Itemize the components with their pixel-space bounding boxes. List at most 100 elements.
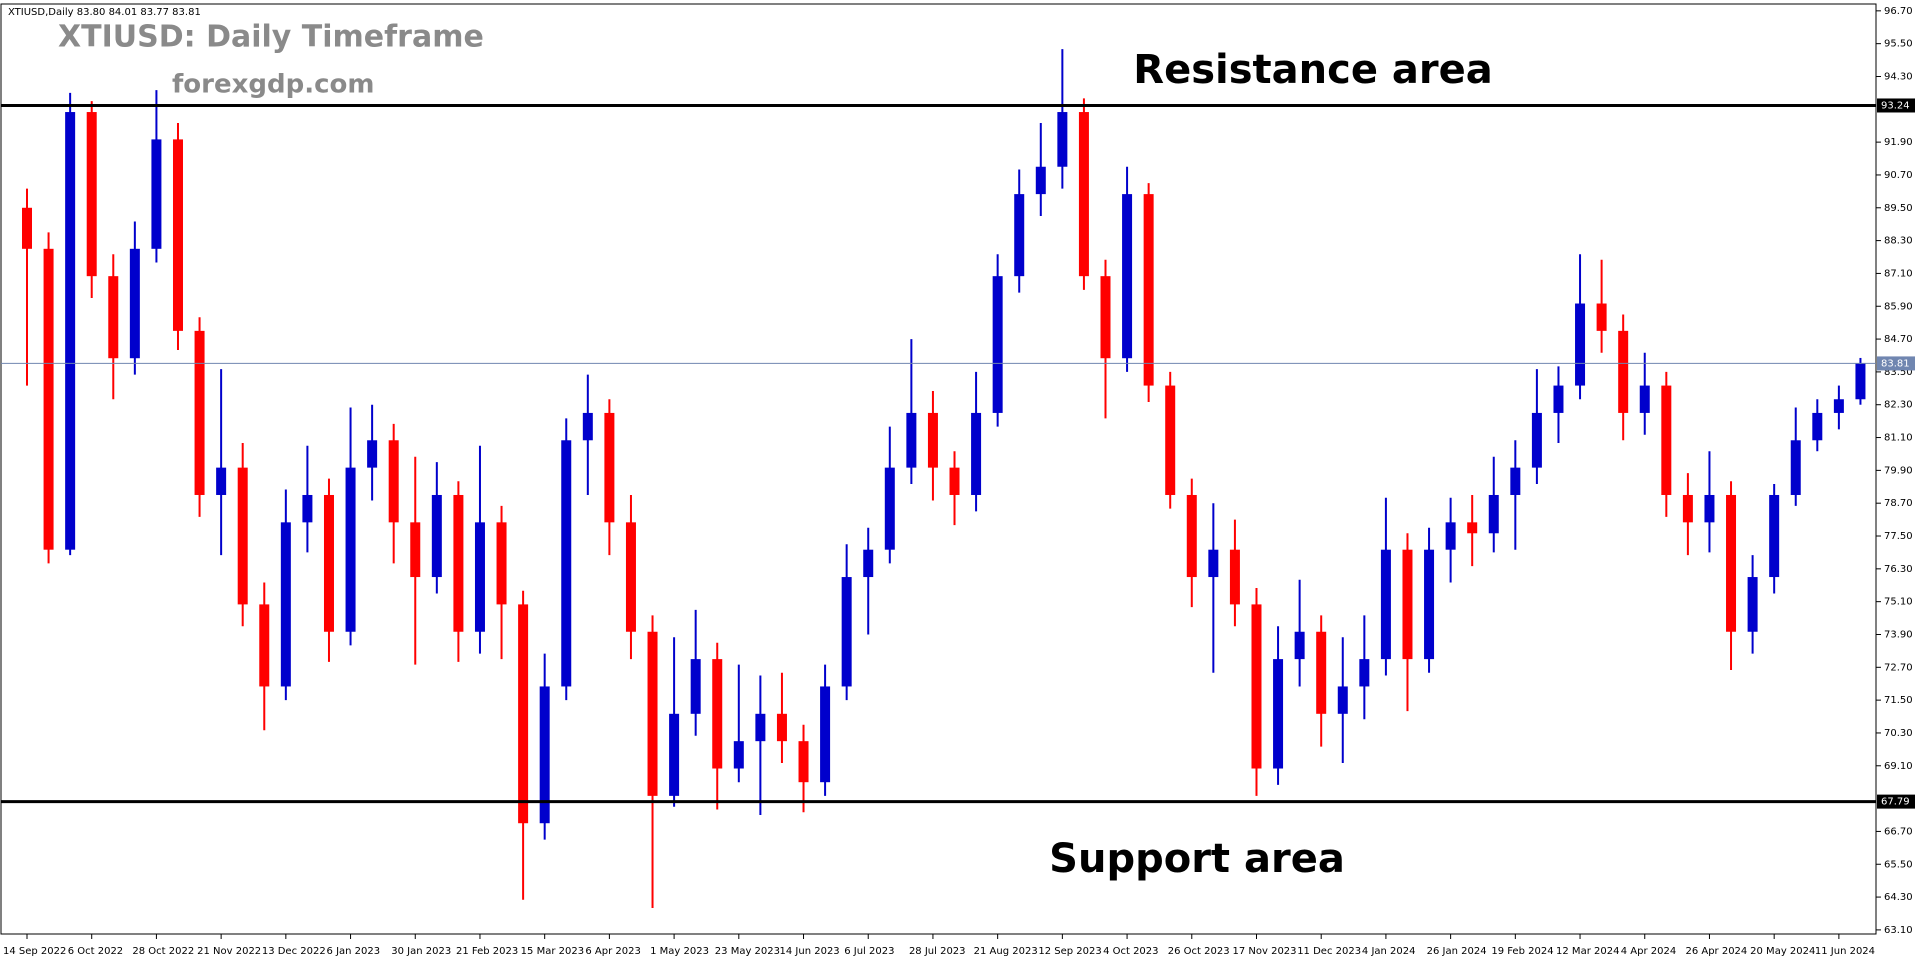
level-label-box — [1877, 356, 1915, 371]
candle-body — [539, 686, 550, 824]
candle-body — [1553, 385, 1564, 413]
candle-body — [1273, 659, 1284, 769]
candle-body — [345, 467, 356, 632]
candle-body — [1100, 276, 1111, 359]
candle-body — [992, 276, 1003, 413]
candle-body — [1402, 549, 1413, 660]
x-tick-label: 26 Oct 2023 — [1168, 946, 1230, 957]
candle-body — [1229, 549, 1240, 605]
x-tick-label: 15 Mar 2023 — [521, 946, 584, 957]
annotation: Support area — [1049, 836, 1345, 882]
candle-body — [1251, 604, 1262, 769]
x-tick-label: 6 Jan 2023 — [327, 946, 381, 957]
candle-body — [971, 412, 982, 495]
candle-body — [1035, 166, 1046, 195]
y-tick-label: 91.90 — [1884, 137, 1913, 148]
candle-body — [647, 631, 658, 796]
candle-body — [22, 207, 32, 249]
candle-body — [474, 522, 485, 632]
candle-body — [1812, 412, 1823, 441]
candle-body — [518, 604, 529, 824]
candle-body — [1208, 549, 1219, 578]
candle-body — [733, 741, 744, 769]
candle-body — [1078, 112, 1089, 277]
y-tick-label: 70.30 — [1884, 728, 1913, 739]
x-tick-label: 4 Jan 2024 — [1362, 946, 1416, 957]
x-tick-label: 20 May 2024 — [1750, 946, 1815, 957]
candle-body — [1294, 631, 1305, 660]
candle-body — [755, 713, 766, 742]
candle-body — [712, 659, 723, 769]
candle-body — [496, 522, 507, 605]
candle-body — [604, 412, 615, 523]
x-tick-label: 28 Oct 2022 — [132, 946, 194, 957]
candle-body — [1769, 494, 1780, 578]
y-tick-label: 81.10 — [1884, 433, 1913, 444]
candle-body — [1618, 330, 1629, 413]
annotation: Resistance area — [1133, 47, 1492, 93]
y-tick-label: 69.10 — [1884, 761, 1913, 772]
y-tick-label: 65.50 — [1884, 859, 1913, 870]
x-tick-label: 13 Dec 2022 — [262, 946, 326, 957]
x-tick-label: 28 Jul 2023 — [909, 946, 966, 957]
y-tick-label: 79.90 — [1884, 465, 1913, 476]
candle-body — [43, 248, 54, 550]
candle-body — [820, 686, 831, 783]
y-tick-label: 73.90 — [1884, 629, 1913, 640]
candle-body — [1726, 494, 1737, 632]
candle-body — [863, 549, 874, 578]
y-tick-label: 95.50 — [1884, 39, 1913, 50]
level-label: 93.24 — [1881, 100, 1910, 111]
y-tick-label: 94.30 — [1884, 71, 1913, 82]
candle-body — [669, 713, 680, 796]
x-tick-label: 6 Oct 2022 — [68, 946, 123, 957]
candle-body — [1445, 522, 1456, 550]
candle-body — [1186, 494, 1197, 578]
candle-body — [1596, 303, 1607, 331]
candle-body — [690, 659, 701, 714]
y-tick-label: 90.70 — [1884, 170, 1913, 181]
x-tick-label: 21 Feb 2023 — [456, 946, 518, 957]
y-tick-label: 75.10 — [1884, 597, 1913, 608]
x-tick-label: 14 Sep 2022 — [3, 946, 66, 957]
candle-body — [625, 522, 636, 632]
x-tick-label: 21 Nov 2022 — [197, 946, 261, 957]
x-tick-label: 21 Aug 2023 — [974, 946, 1038, 957]
candle-body — [1014, 194, 1025, 277]
level-label-box — [1877, 794, 1915, 809]
candle-body — [884, 467, 895, 550]
candle-body — [1165, 385, 1176, 495]
x-tick-label: 12 Mar 2024 — [1556, 946, 1619, 957]
y-tick-label: 83.50 — [1884, 367, 1913, 378]
candle-body — [453, 494, 464, 632]
candle-body — [1057, 112, 1068, 167]
candle-body — [410, 522, 421, 578]
candle-body — [906, 412, 917, 468]
candle-body — [927, 412, 938, 468]
candle-body — [194, 330, 205, 495]
candle-body — [582, 412, 593, 441]
x-tick-label: 14 Jun 2023 — [780, 946, 840, 957]
candle-body — [1661, 385, 1672, 495]
plot-frame — [0, 3, 1877, 935]
candle-body — [129, 248, 140, 359]
candle-body — [1747, 577, 1758, 632]
x-tick-label: 4 Apr 2024 — [1621, 946, 1676, 957]
candle-body — [1833, 399, 1844, 413]
candle-body — [1143, 194, 1154, 386]
x-tick-label: 6 Jul 2023 — [844, 946, 894, 957]
candle-body — [1639, 385, 1650, 413]
x-tick-label: 11 Dec 2023 — [1297, 946, 1361, 957]
x-tick-label: 4 Oct 2023 — [1103, 946, 1158, 957]
level-label-box — [1877, 98, 1915, 113]
candle-body — [1424, 549, 1435, 660]
candle-body — [108, 276, 119, 359]
y-tick-label: 64.30 — [1884, 892, 1913, 903]
y-tick-label: 77.50 — [1884, 531, 1913, 542]
candle-body — [1704, 494, 1715, 523]
candle-body — [237, 467, 248, 605]
y-tick-label: 71.50 — [1884, 695, 1913, 706]
header: XTIUSD,Daily 83.80 84.01 83.77 83.81 — [8, 7, 201, 18]
y-tick-label: 76.30 — [1884, 564, 1913, 575]
